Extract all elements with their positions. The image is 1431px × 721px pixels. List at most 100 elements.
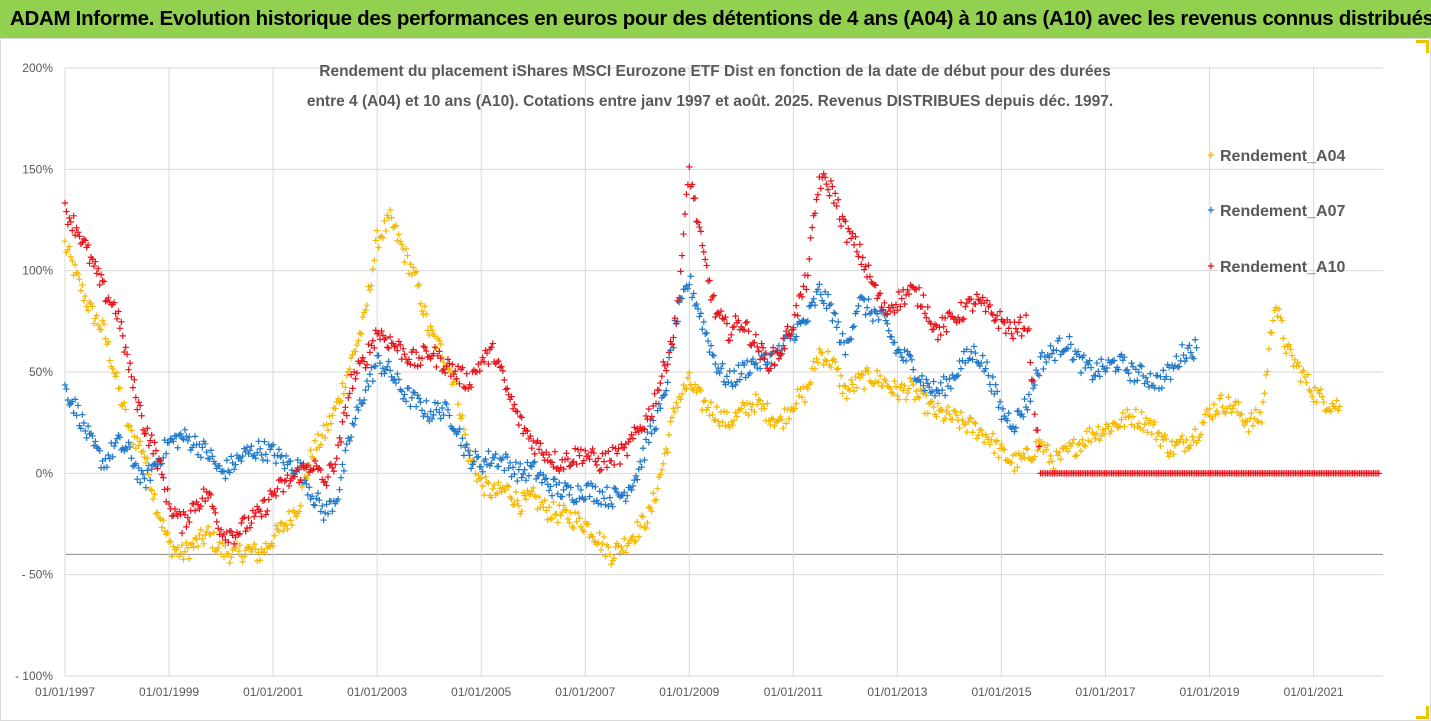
data-point (359, 354, 366, 361)
data-point (944, 403, 952, 411)
data-point (732, 312, 739, 320)
data-point (1282, 350, 1290, 357)
data-point (664, 379, 671, 386)
data-point (1082, 443, 1089, 450)
data-point (531, 450, 538, 458)
data-point (1225, 393, 1232, 401)
data-point (716, 311, 723, 319)
data-point (136, 438, 144, 445)
data-point (972, 300, 979, 308)
data-point (184, 437, 192, 445)
data-point (522, 496, 530, 503)
data-point (144, 425, 151, 432)
data-point (808, 365, 816, 372)
data-point (184, 544, 192, 551)
data-point (768, 415, 775, 422)
data-point (716, 422, 723, 430)
data-point (531, 458, 538, 466)
data-point (545, 504, 553, 511)
data-point (1090, 431, 1098, 438)
data-point (323, 421, 330, 428)
data-point (824, 186, 832, 193)
data-point (1040, 365, 1047, 373)
data-point (398, 388, 405, 395)
data-point (232, 544, 239, 552)
data-point (557, 464, 564, 471)
data-point (362, 364, 369, 371)
data-point (784, 323, 791, 330)
data-point (814, 191, 822, 198)
data-point (794, 312, 801, 319)
data-point (102, 298, 109, 305)
data-point (798, 317, 806, 325)
data-point (1222, 410, 1229, 417)
data-point (686, 369, 693, 376)
data-point (177, 550, 184, 557)
data-point (1316, 390, 1323, 397)
data-point (339, 418, 346, 425)
data-point (291, 473, 298, 480)
data-point (379, 365, 387, 372)
data-point (884, 311, 891, 318)
data-point (303, 480, 310, 488)
data-point (90, 320, 98, 327)
data-point (677, 268, 684, 275)
data-point (876, 290, 884, 297)
data-point (998, 441, 1005, 448)
data-point (340, 467, 348, 475)
data-point (582, 447, 589, 454)
data-point (519, 489, 527, 496)
data-point (64, 396, 72, 404)
data-point (210, 505, 218, 512)
data-point (522, 427, 530, 434)
data-point (90, 262, 98, 270)
data-point (713, 310, 720, 317)
data-point (225, 539, 232, 546)
data-point (157, 515, 164, 523)
legend-label: Rendement_A04 (1220, 148, 1345, 165)
data-point (717, 408, 725, 416)
data-point (281, 478, 288, 485)
data-point (392, 342, 400, 350)
data-point (535, 493, 543, 501)
data-point (213, 518, 220, 525)
data-point (412, 348, 420, 356)
data-point (986, 381, 994, 388)
data-point (63, 385, 70, 393)
data-point (664, 449, 671, 456)
data-point (1167, 376, 1174, 383)
data-point (554, 519, 562, 526)
data-point (720, 408, 728, 415)
data-point (80, 297, 87, 304)
data-point (641, 456, 648, 464)
data-point (453, 375, 460, 383)
data-point (1181, 448, 1189, 455)
data-point (67, 218, 74, 226)
data-point (973, 435, 981, 442)
data-point (423, 310, 430, 318)
data-point (259, 497, 267, 505)
data-point (969, 429, 976, 436)
data-point (129, 384, 137, 391)
data-point (86, 260, 93, 267)
x-axis-ticks: 01/01/1997 01/01/1999 01/01/2001 01/01/2003… (35, 685, 1344, 699)
resize-handle-bottom-right[interactable] (1416, 706, 1429, 719)
data-point (713, 368, 720, 376)
data-point (375, 244, 382, 251)
data-point (502, 450, 509, 458)
data-point (495, 357, 502, 365)
data-point (410, 388, 417, 396)
data-point (255, 438, 262, 445)
data-point (1308, 393, 1316, 401)
data-point (230, 466, 238, 473)
resize-handle-top-right[interactable] (1416, 40, 1429, 53)
legend-label: Rendement_A07 (1220, 203, 1345, 220)
data-point (515, 502, 522, 509)
data-point (571, 509, 579, 516)
data-point (226, 469, 233, 476)
data-point (1238, 410, 1245, 418)
data-point (115, 308, 122, 315)
data-point (491, 481, 498, 489)
data-point (629, 533, 637, 540)
data-point (1118, 416, 1125, 423)
